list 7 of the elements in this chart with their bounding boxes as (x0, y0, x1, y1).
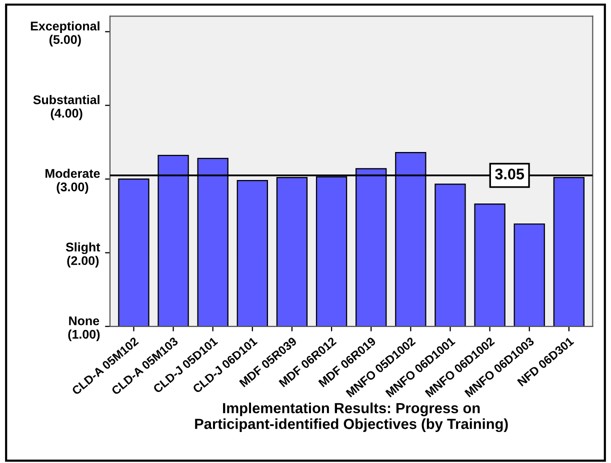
y-tick-label: Substantial (4.00) (33, 95, 100, 120)
x-axis-title: Implementation Results: Progress on Participant-identified Objectives (by Training) (195, 402, 508, 432)
y-tick-label: Exceptional (5.00) (30, 21, 100, 46)
y-tick-label: Moderate (3.00) (46, 168, 100, 194)
ref-line-label: 3.05 (495, 168, 524, 180)
y-tick-label: None (1.00) (68, 316, 100, 342)
y-tick-label: Slight (2.00) (66, 242, 100, 268)
